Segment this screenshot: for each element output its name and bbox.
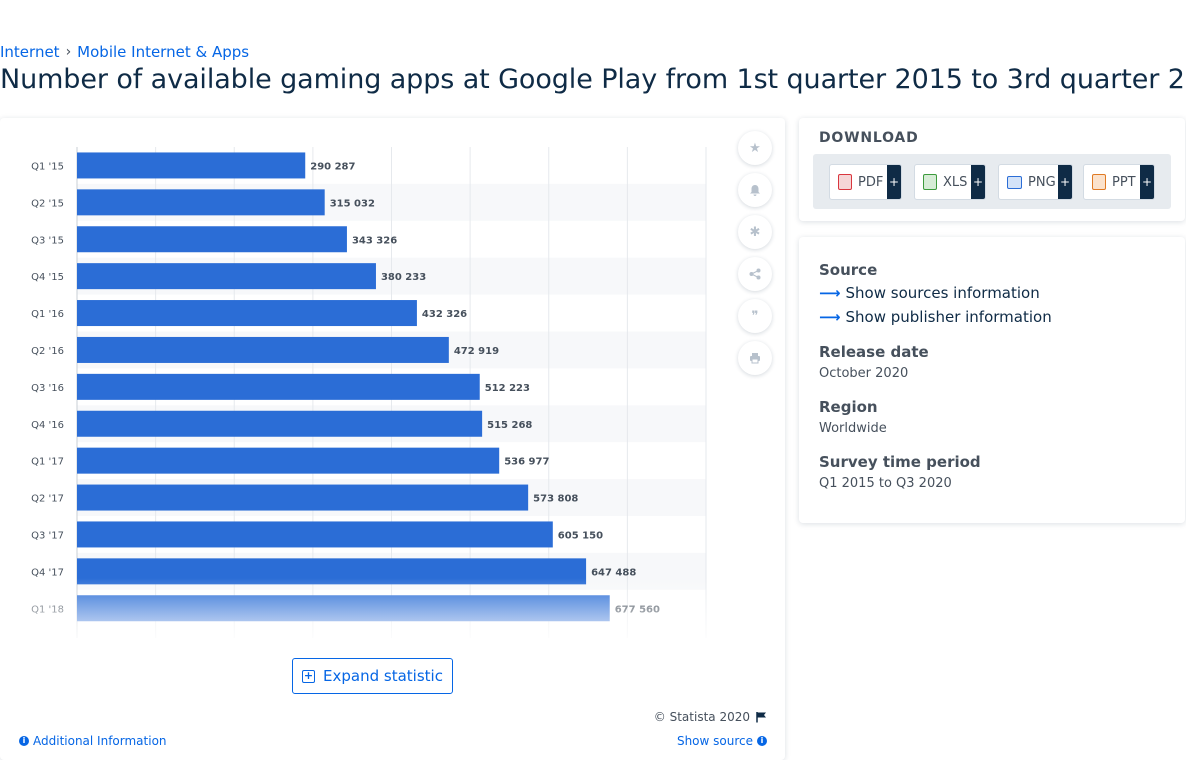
breadcrumb-separator: › [65, 44, 72, 60]
value-label: 432 326 [422, 309, 467, 320]
download-png-button[interactable]: PNG + [998, 164, 1073, 200]
region-value: Worldwide [819, 421, 887, 436]
value-label: 536 977 [504, 457, 549, 468]
download-card: DOWNLOAD PDF + XLS + PNG + PPT + [799, 118, 1185, 221]
chart-tools: ★ ✱ ❞ [738, 131, 772, 383]
category-label: Q2 '16 [31, 346, 64, 357]
info-icon: i [757, 736, 767, 746]
show-publisher-link[interactable]: ⟶ Show publisher information [819, 308, 1052, 326]
region-label: Region [819, 398, 878, 416]
additional-information-label: Additional Information [33, 734, 167, 748]
bar[interactable] [77, 300, 417, 327]
ppt-file-icon [1092, 174, 1106, 190]
copyright: © Statista 2020 [654, 710, 767, 724]
share-icon[interactable] [738, 257, 772, 291]
gear-icon[interactable]: ✱ [738, 215, 772, 249]
bar[interactable] [77, 152, 306, 179]
show-source-label: Show source [676, 734, 753, 748]
value-label: 515 268 [487, 420, 532, 431]
star-icon[interactable]: ★ [738, 131, 772, 165]
category-label: Q1 '16 [31, 309, 64, 320]
quote-icon[interactable]: ❞ [738, 299, 772, 333]
category-label: Q3 '16 [31, 383, 64, 394]
arrow-right-icon: ⟶ [819, 308, 841, 326]
value-label: 380 233 [381, 272, 426, 283]
category-label: Q2 '17 [31, 494, 64, 505]
xls-plus[interactable]: + [971, 165, 985, 199]
source-label: Source [819, 261, 878, 279]
value-label: 605 150 [558, 530, 603, 541]
show-publisher-label: Show publisher information [845, 308, 1052, 326]
bar[interactable] [77, 189, 325, 216]
download-bar: PDF + XLS + PNG + PPT + [813, 154, 1171, 209]
additional-information-link[interactable]: i Additional Information [19, 734, 167, 748]
bar[interactable] [77, 336, 449, 363]
page-title: Number of available gaming apps at Googl… [0, 64, 1186, 95]
expand-icon: + [302, 668, 316, 683]
expand-label: Expand statistic [323, 667, 443, 685]
xls-label: XLS [943, 174, 968, 190]
pdf-plus[interactable]: + [887, 165, 901, 199]
bar[interactable] [77, 373, 480, 400]
bar[interactable] [77, 263, 376, 290]
print-icon[interactable] [738, 341, 772, 375]
breadcrumb-internet[interactable]: Internet [0, 43, 60, 61]
release-date-value: October 2020 [819, 366, 909, 381]
category-label: Q4 '17 [31, 567, 64, 578]
value-label: 512 223 [485, 383, 530, 394]
arrow-right-icon: ⟶ [819, 284, 841, 302]
category-label: Q4 '16 [31, 420, 64, 431]
download-ppt-button[interactable]: PPT + [1083, 164, 1155, 200]
download-pdf-button[interactable]: PDF + [829, 164, 902, 200]
category-label: Q3 '15 [31, 235, 64, 246]
show-sources-label: Show sources information [845, 284, 1040, 302]
survey-period-value: Q1 2015 to Q3 2020 [819, 476, 952, 491]
info-card: Source ⟶ Show sources information ⟶ Show… [799, 237, 1185, 523]
release-date-label: Release date [819, 343, 929, 361]
png-image-icon [1007, 175, 1022, 189]
category-label: Q4 '15 [31, 272, 64, 283]
value-label: 343 326 [352, 235, 397, 246]
category-label: Q1 '15 [31, 161, 64, 172]
show-sources-link[interactable]: ⟶ Show sources information [819, 284, 1040, 302]
chart-fade-overlay [0, 578, 720, 638]
value-label: 290 287 [310, 161, 355, 172]
bell-icon[interactable] [738, 173, 772, 207]
png-plus[interactable]: + [1058, 165, 1072, 199]
download-title: DOWNLOAD [819, 130, 919, 146]
breadcrumb: Internet › Mobile Internet & Apps [0, 43, 249, 61]
value-label: 573 808 [533, 494, 578, 505]
bar[interactable] [77, 447, 500, 474]
download-xls-button[interactable]: XLS + [914, 164, 986, 200]
ppt-plus[interactable]: + [1140, 165, 1154, 199]
breadcrumb-mobile-internet-apps[interactable]: Mobile Internet & Apps [77, 43, 250, 61]
expand-statistic-button[interactable]: + Expand statistic [292, 658, 453, 694]
bar[interactable] [77, 484, 529, 511]
value-label: 647 488 [591, 567, 636, 578]
bar-chart: Q1 '15 Q2 '15 Q3 '15 Q4 '15 Q1 '16 Q2 '16 Q3 '… [0, 147, 720, 638]
value-label: 472 919 [454, 346, 499, 357]
survey-period-label: Survey time period [819, 453, 981, 471]
category-label: Q2 '15 [31, 198, 64, 209]
show-source-link[interactable]: Show source i [677, 734, 767, 748]
pdf-file-icon [838, 174, 852, 190]
pdf-label: PDF [858, 174, 884, 190]
flag-icon[interactable] [756, 711, 767, 723]
copyright-text: © Statista 2020 [653, 710, 750, 724]
png-label: PNG [1028, 174, 1056, 190]
chart-card: Q1 '15 Q2 '15 Q3 '15 Q4 '15 Q1 '16 Q2 '16 Q3 '… [0, 118, 785, 760]
bar[interactable] [77, 226, 347, 253]
info-icon: i [19, 736, 29, 746]
xls-file-icon [923, 174, 937, 190]
bar[interactable] [77, 410, 483, 437]
bar[interactable] [77, 521, 553, 548]
ppt-label: PPT [1112, 174, 1136, 190]
value-label: 315 032 [330, 198, 375, 209]
category-label: Q3 '17 [31, 530, 64, 541]
category-label: Q1 '17 [31, 457, 64, 468]
